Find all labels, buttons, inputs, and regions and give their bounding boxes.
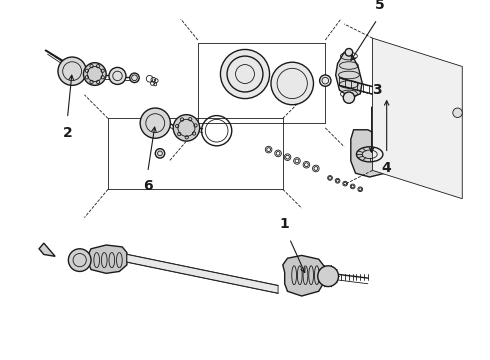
- Ellipse shape: [318, 266, 339, 287]
- Ellipse shape: [155, 149, 165, 158]
- Ellipse shape: [58, 57, 86, 85]
- Text: 6: 6: [143, 179, 152, 193]
- Polygon shape: [127, 255, 278, 293]
- Ellipse shape: [343, 92, 355, 103]
- Ellipse shape: [345, 49, 353, 56]
- Polygon shape: [372, 38, 462, 199]
- Ellipse shape: [109, 67, 126, 85]
- Ellipse shape: [173, 114, 199, 141]
- Text: 2: 2: [63, 126, 73, 140]
- Text: 5: 5: [375, 0, 385, 12]
- Text: 1: 1: [280, 217, 290, 231]
- Polygon shape: [39, 243, 55, 256]
- Ellipse shape: [140, 108, 171, 138]
- Ellipse shape: [453, 108, 462, 117]
- Ellipse shape: [271, 62, 314, 105]
- Polygon shape: [336, 52, 362, 98]
- Text: 4: 4: [382, 161, 392, 175]
- Ellipse shape: [319, 75, 331, 86]
- Polygon shape: [283, 255, 325, 296]
- Ellipse shape: [220, 49, 270, 99]
- Polygon shape: [89, 245, 127, 273]
- Polygon shape: [351, 130, 390, 177]
- Text: 3: 3: [372, 83, 382, 97]
- Ellipse shape: [83, 63, 106, 85]
- Ellipse shape: [130, 73, 139, 82]
- Ellipse shape: [69, 249, 91, 271]
